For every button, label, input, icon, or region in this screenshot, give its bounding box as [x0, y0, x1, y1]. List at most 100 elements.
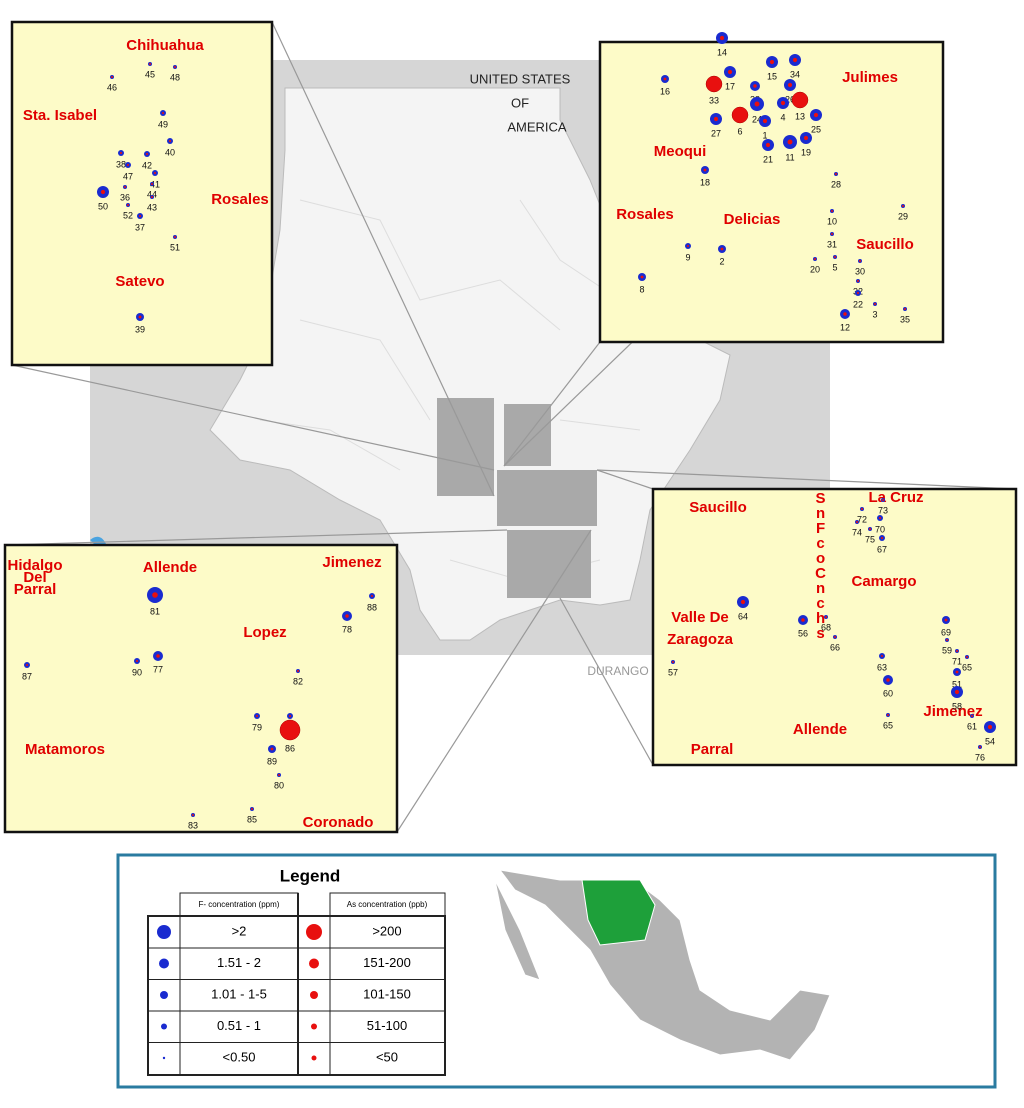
site-label: 46: [107, 82, 117, 92]
site-label: 76: [975, 752, 985, 762]
site-marker: [831, 210, 833, 212]
site-marker: [825, 616, 827, 618]
site-label: 58: [952, 701, 962, 711]
legend-dot: [162, 1056, 166, 1060]
site-marker: [857, 280, 859, 282]
site-label: 59: [942, 645, 952, 655]
site-label: 35: [900, 314, 910, 324]
site-marker: [151, 183, 153, 185]
legend-class: 101-150: [363, 986, 411, 1001]
site-marker: [966, 656, 968, 658]
site-marker: [727, 69, 733, 75]
region-label: Valle De: [671, 609, 729, 626]
site-label: 61: [967, 721, 977, 731]
site-label: 67: [877, 544, 887, 554]
site-marker: [192, 814, 194, 816]
site-label: 30: [855, 266, 865, 276]
region-label: Satevo: [115, 273, 164, 290]
site-marker: [145, 152, 149, 156]
site-marker: [801, 618, 805, 622]
site-label: 31: [827, 239, 837, 249]
site-label: 39: [135, 324, 145, 334]
legend-header: As concentration (ppb): [347, 900, 428, 909]
site-label: 49: [158, 119, 168, 129]
site-marker: [686, 244, 690, 248]
site-label: 89: [267, 756, 277, 766]
site-marker: [270, 747, 274, 751]
site-marker: [869, 528, 871, 530]
municipal-borders: [259, 199, 641, 581]
region-label: Parral: [14, 581, 57, 598]
site-marker: [370, 594, 374, 598]
site-label: 38: [116, 159, 126, 169]
legend-class: 51-100: [367, 1018, 407, 1033]
mexico-map: [494, 869, 831, 1061]
legend-class: >200: [372, 923, 401, 938]
region-label: Sta. Isabel: [23, 107, 97, 124]
site-label: 87: [22, 671, 32, 681]
inset: Saucillo La Cruz Camargo Valle De Zaragoza Al…: [651, 487, 1018, 767]
site-label: 44: [147, 189, 157, 199]
label-line: AMERICA: [507, 119, 567, 134]
site-marker: [672, 661, 674, 663]
site-marker: [297, 670, 299, 672]
site-marker: [168, 139, 172, 143]
site-marker: [138, 315, 142, 319]
site-marker: [878, 516, 882, 520]
site-marker: [886, 678, 890, 682]
site-marker: [882, 499, 884, 501]
site-label: 71: [952, 656, 962, 666]
site-label: 16: [660, 86, 670, 96]
inset: Chihuahua Sta. Isabel Rosales Satevo 45 48 46 4…: [10, 20, 274, 367]
legend-dot: [159, 958, 169, 969]
site-marker: [152, 592, 158, 598]
region-label: Coronado: [303, 814, 374, 831]
site-marker: [955, 670, 959, 674]
legend-dot: [161, 1023, 167, 1030]
site-label: 88: [367, 602, 377, 612]
site-label: 48: [170, 72, 180, 82]
region-label: Delicias: [724, 211, 781, 228]
site-label: 66: [830, 642, 840, 652]
site-marker: [887, 714, 889, 716]
site-label: 22: [853, 299, 863, 309]
site-label: 65: [883, 720, 893, 730]
site-marker: [740, 599, 746, 605]
site-marker: [174, 236, 176, 238]
label-line: OF: [511, 95, 529, 110]
region-label: Chihuahua: [126, 37, 204, 54]
site-label: 8: [639, 284, 644, 294]
site-label: 36: [120, 192, 130, 202]
site-marker: [119, 151, 123, 155]
site-marker: [902, 205, 904, 207]
site-marker: [859, 260, 861, 262]
site-marker: [954, 689, 960, 695]
site-marker: [138, 214, 142, 218]
legend-header: F- concentration (ppm): [199, 900, 280, 909]
site-marker: [880, 654, 884, 658]
site-label: 13: [795, 111, 805, 121]
site-label: 65: [962, 662, 972, 672]
site-marker: [880, 536, 884, 540]
site-label: 24: [752, 114, 762, 124]
site-marker: [956, 650, 958, 652]
site-marker: [831, 233, 833, 235]
site-marker: [843, 312, 847, 316]
site-label: 51: [952, 679, 962, 689]
site-label: 80: [274, 780, 284, 790]
site-label: 74: [852, 527, 862, 537]
region-label: Hidalgo: [8, 557, 63, 574]
legend-class: 0.51 - 1: [217, 1018, 261, 1033]
site-marker: [720, 247, 724, 251]
site-label: 37: [135, 222, 145, 232]
site-marker: [765, 142, 771, 148]
legend-class: 151-200: [363, 955, 411, 970]
site-marker: [835, 173, 837, 175]
site-marker: [791, 91, 809, 109]
region-label: Meoqui: [654, 143, 707, 160]
site-marker: [813, 112, 819, 118]
site-marker: [769, 59, 775, 65]
